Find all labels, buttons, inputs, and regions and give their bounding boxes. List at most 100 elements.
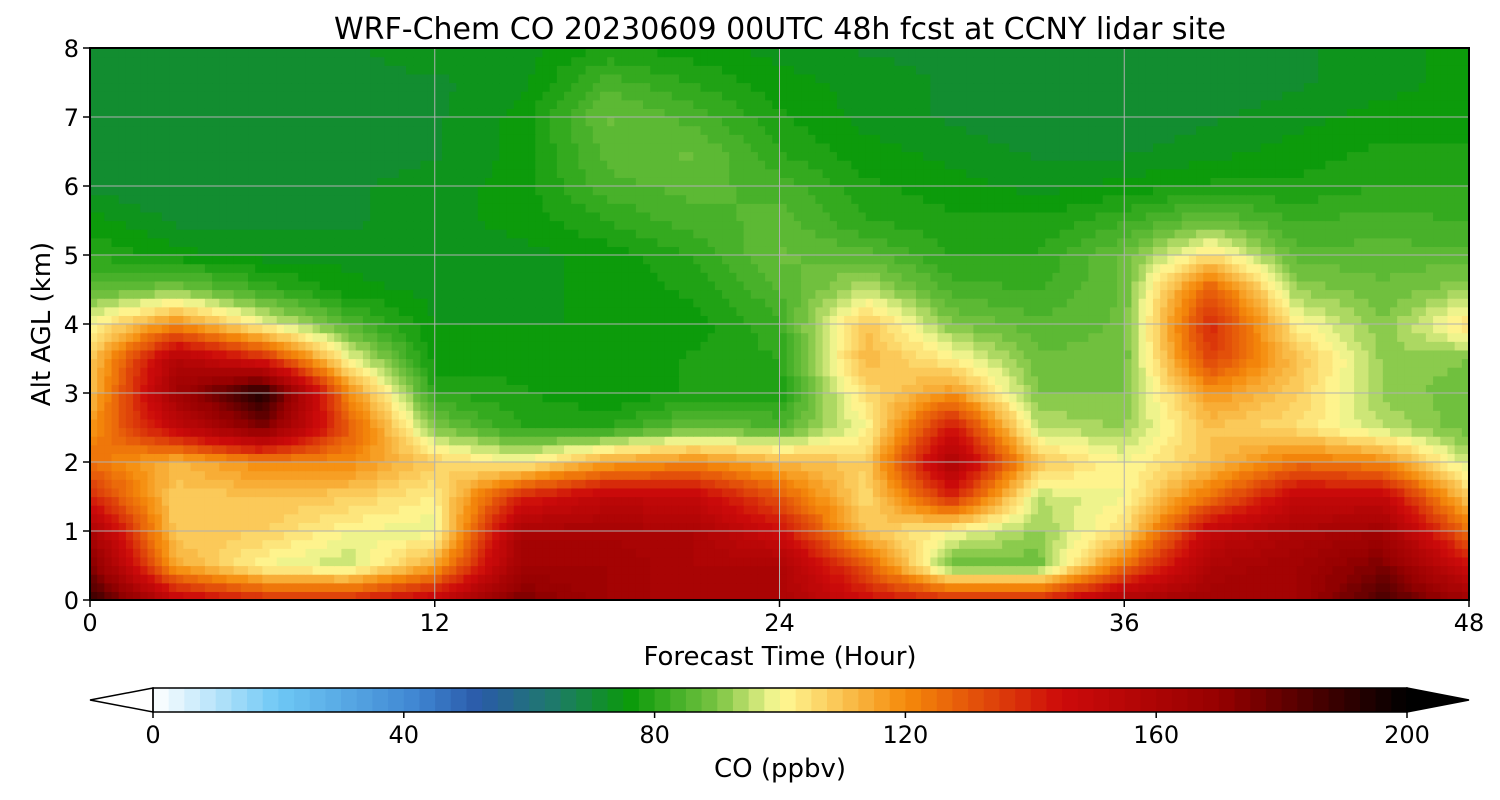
heatmap-cell bbox=[125, 453, 134, 463]
heatmap-cell bbox=[1152, 479, 1161, 489]
heatmap-cell bbox=[736, 531, 745, 541]
heatmap-cell bbox=[1318, 522, 1326, 532]
heatmap-cell bbox=[1361, 591, 1370, 601]
heatmap-cell bbox=[111, 496, 120, 506]
heatmap-cell bbox=[1318, 591, 1326, 601]
heatmap-cell bbox=[1411, 401, 1420, 411]
heatmap-cell bbox=[283, 384, 292, 394]
heatmap-cell bbox=[671, 393, 680, 403]
heatmap-cell bbox=[298, 479, 307, 489]
heatmap-cell bbox=[944, 582, 953, 592]
heatmap-cell bbox=[298, 393, 307, 403]
heatmap-cell bbox=[262, 401, 271, 411]
heatmap-cell bbox=[599, 565, 608, 575]
heatmap-cell bbox=[1389, 393, 1398, 403]
heatmap-cell bbox=[1016, 470, 1025, 480]
heatmap-cell bbox=[714, 453, 723, 463]
heatmap-cell bbox=[851, 565, 860, 575]
heatmap-cell bbox=[822, 462, 831, 472]
heatmap-cell bbox=[801, 427, 809, 437]
heatmap-cell bbox=[944, 479, 953, 489]
heatmap-cell bbox=[1095, 401, 1104, 411]
heatmap-cell bbox=[1030, 513, 1039, 523]
heatmap-cell bbox=[520, 565, 529, 575]
heatmap-cell bbox=[147, 582, 156, 592]
heatmap-cell bbox=[362, 513, 371, 523]
heatmap-cell bbox=[793, 436, 802, 446]
heatmap-cell bbox=[1210, 496, 1219, 506]
heatmap-cell bbox=[966, 556, 975, 567]
heatmap-cell bbox=[700, 479, 709, 489]
heatmap-cell bbox=[1332, 470, 1341, 480]
heatmap-cell bbox=[140, 453, 149, 463]
heatmap-cell bbox=[923, 496, 931, 506]
heatmap-cell bbox=[1418, 462, 1427, 472]
heatmap-cell bbox=[880, 522, 888, 532]
heatmap-cell bbox=[1188, 591, 1197, 601]
heatmap-cell bbox=[865, 582, 874, 592]
heatmap-cell bbox=[341, 574, 350, 584]
heatmap-cell bbox=[1346, 479, 1355, 489]
heatmap-cell bbox=[1217, 548, 1226, 558]
heatmap-cell bbox=[341, 505, 350, 515]
heatmap-cell bbox=[104, 582, 113, 592]
heatmap-cell bbox=[786, 462, 795, 472]
heatmap-cell bbox=[829, 591, 838, 601]
heatmap-cell bbox=[1447, 418, 1456, 429]
heatmap-cell bbox=[1059, 487, 1068, 498]
heatmap-cell bbox=[140, 487, 149, 498]
heatmap-cell bbox=[607, 436, 615, 446]
heatmap-cell bbox=[678, 496, 687, 506]
heatmap-cell bbox=[1289, 556, 1298, 567]
heatmap-cell bbox=[441, 574, 450, 584]
heatmap-cell bbox=[1260, 462, 1269, 472]
heatmap-cell bbox=[880, 531, 888, 541]
heatmap-cell bbox=[836, 427, 845, 437]
heatmap-cell bbox=[1253, 453, 1262, 463]
heatmap-cell bbox=[1425, 375, 1434, 385]
heatmap-cell bbox=[104, 427, 113, 437]
heatmap-cell bbox=[1303, 401, 1312, 411]
heatmap-cell bbox=[1045, 384, 1054, 394]
heatmap-cell bbox=[750, 470, 759, 480]
heatmap-cell bbox=[133, 479, 141, 489]
heatmap-cell bbox=[1346, 427, 1355, 437]
heatmap-cell bbox=[621, 487, 630, 498]
heatmap-cell bbox=[111, 591, 120, 601]
heatmap-cell bbox=[844, 444, 852, 454]
heatmap-cell bbox=[599, 453, 608, 463]
heatmap-cell bbox=[951, 582, 960, 592]
heatmap-cell bbox=[1461, 410, 1470, 420]
heatmap-cell bbox=[729, 539, 737, 549]
heatmap-cell bbox=[1267, 470, 1276, 480]
heatmap-cell bbox=[1325, 582, 1334, 592]
heatmap-cell bbox=[1109, 539, 1118, 549]
heatmap-cell bbox=[97, 436, 105, 446]
heatmap-cell bbox=[1009, 513, 1018, 523]
heatmap-cell bbox=[463, 444, 472, 454]
heatmap-cell bbox=[736, 453, 745, 463]
heatmap-cell bbox=[1023, 531, 1032, 541]
heatmap-cell bbox=[125, 539, 134, 549]
heatmap-cell bbox=[183, 574, 192, 584]
heatmap-cell bbox=[420, 470, 429, 480]
heatmap-cell bbox=[937, 548, 946, 558]
heatmap-cell bbox=[973, 401, 982, 411]
heatmap-cell bbox=[887, 418, 896, 429]
heatmap-cell bbox=[829, 470, 838, 480]
heatmap-cell bbox=[1066, 401, 1075, 411]
heatmap-cell bbox=[564, 513, 572, 523]
heatmap-cell bbox=[772, 513, 781, 523]
heatmap-cell bbox=[700, 513, 709, 523]
heatmap-cell bbox=[125, 565, 134, 575]
heatmap-cell bbox=[628, 410, 637, 420]
heatmap-cell bbox=[1282, 539, 1291, 549]
heatmap-cell bbox=[97, 505, 105, 515]
heatmap-cell bbox=[635, 375, 644, 385]
heatmap-cell bbox=[1296, 470, 1305, 480]
heatmap-cell bbox=[1339, 565, 1348, 575]
heatmap-cell bbox=[355, 462, 364, 472]
heatmap-cell bbox=[829, 462, 838, 472]
heatmap-cell bbox=[1310, 591, 1319, 601]
heatmap-cell bbox=[1196, 470, 1204, 480]
